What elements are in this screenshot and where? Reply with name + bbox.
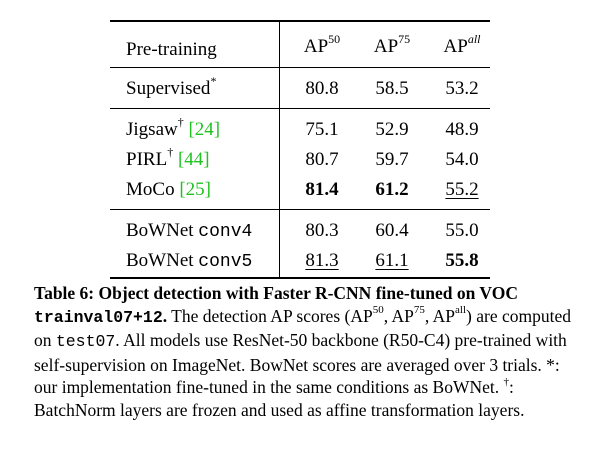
header-apall: APall — [443, 31, 481, 57]
cell-ap50: 81.3 — [305, 250, 339, 271]
caption-title: Object detection with Faster R-CNN fine-… — [98, 283, 518, 303]
cell-ap50: 80.8 — [305, 78, 339, 99]
cell-apall: 55.8 — [445, 250, 479, 271]
table-header-rule — [110, 67, 490, 68]
cell-ap50: 75.1 — [305, 119, 339, 140]
citation-link[interactable]: [24] — [188, 119, 221, 140]
table-bottom-rule — [110, 277, 490, 279]
cell-ap75: 60.4 — [375, 220, 409, 241]
cell-ap50: 81.4 — [305, 179, 339, 200]
row-label: Supervised* — [126, 73, 217, 99]
table-caption: Table 6: Object detection with Faster R-… — [34, 283, 571, 420]
cell-ap75: 61.2 — [375, 179, 409, 200]
cell-apall: 48.9 — [445, 119, 479, 140]
table-group-rule-2 — [110, 209, 490, 210]
citation-link[interactable]: [25] — [179, 179, 211, 200]
cell-apall: 55.2 — [445, 179, 479, 200]
row-label: BoWNet conv5 — [126, 250, 253, 272]
cell-ap75: 59.7 — [375, 149, 409, 170]
cell-ap75: 58.5 — [375, 78, 409, 99]
row-label: MoCo [25] — [126, 179, 211, 200]
caption-label: Table 6: — [34, 283, 95, 303]
row-label: PIRL† [44] — [126, 144, 210, 170]
citation-link[interactable]: [44] — [177, 149, 210, 170]
table-vertical-rule — [279, 20, 280, 279]
header-ap75: AP75 — [373, 31, 411, 57]
table-group-rule-1 — [110, 108, 490, 109]
cell-ap50: 80.3 — [305, 220, 339, 241]
cell-apall: 54.0 — [445, 149, 479, 170]
cell-ap50: 80.7 — [305, 149, 339, 170]
table-top-rule — [110, 20, 490, 22]
cell-ap75: 61.1 — [375, 250, 409, 271]
row-label: BoWNet conv4 — [126, 220, 253, 242]
cell-apall: 53.2 — [445, 78, 479, 99]
row-label: Jigsaw† [24] — [126, 114, 221, 140]
header-ap50: AP50 — [303, 31, 341, 57]
header-pretraining: Pre-training — [126, 39, 217, 60]
cell-ap75: 52.9 — [375, 119, 409, 140]
cell-apall: 55.0 — [445, 220, 479, 241]
